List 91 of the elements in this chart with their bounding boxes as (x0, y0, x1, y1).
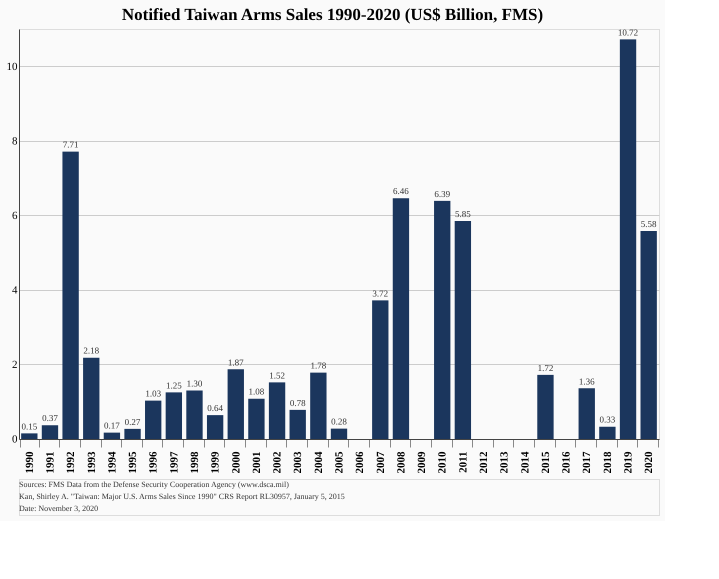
x-tick-label: 2020 (643, 451, 656, 474)
data-label: 1.25 (166, 380, 182, 390)
x-tick-label: 1990 (24, 451, 36, 474)
x-tick-label: 2001 (250, 452, 263, 474)
x-tick-label: 2017 (581, 451, 594, 474)
data-label: 1.30 (186, 378, 203, 389)
x-tick-label: 2012 (478, 451, 490, 474)
bar (434, 200, 450, 439)
data-label: 7.71 (62, 140, 78, 150)
data-label: 3.72 (372, 288, 388, 298)
data-label: 0.28 (331, 416, 348, 427)
x-tick-label: 2004 (312, 451, 325, 474)
x-tick-label: 1995 (127, 451, 140, 474)
data-label: 5.85 (454, 208, 472, 219)
bar (206, 415, 224, 439)
x-tick-label: 1991 (44, 452, 56, 474)
x-tick-label: 2010 (436, 451, 449, 474)
x-tick-label: 2019 (622, 451, 635, 474)
data-label: 5.58 (640, 219, 658, 230)
data-label: 0.33 (600, 414, 616, 425)
bar (537, 374, 554, 439)
x-tick-label: 1998 (188, 451, 201, 474)
x-tick-label: 1993 (86, 451, 98, 474)
bar (145, 400, 162, 439)
bar (228, 369, 244, 439)
bar (62, 152, 79, 439)
text: Date: November 3, 2020 (19, 504, 98, 513)
bar (640, 231, 657, 439)
data-label: 0.17 (104, 420, 120, 431)
data-label: 1.87 (228, 357, 244, 368)
x-tick-label: 1994 (106, 451, 118, 474)
bar (620, 39, 636, 439)
data-label: 0.37 (42, 413, 58, 424)
bar (21, 433, 38, 439)
bar (290, 410, 306, 439)
y-tick-label: 8 (12, 135, 18, 148)
x-tick-label: 2009 (416, 451, 428, 474)
bar (248, 398, 265, 439)
bar (186, 390, 203, 439)
data-label: 6.39 (434, 188, 451, 199)
bar (42, 425, 58, 439)
data-label: 1.72 (538, 362, 554, 373)
source-note: Sources: FMS Data from the Defense Security Cooperation Agency (www.dsca.mil) (19, 480, 290, 489)
bar (124, 428, 141, 439)
data-label: 2.18 (83, 346, 100, 356)
x-tick-label: 1997 (168, 451, 180, 474)
x-tick-label: 2008 (395, 451, 408, 474)
bar (83, 358, 100, 439)
bar (578, 388, 595, 439)
data-label: 6.46 (393, 186, 410, 196)
y-tick-label: 10 (6, 60, 18, 73)
x-tick-label: 1999 (210, 451, 222, 474)
data-label: 1.36 (578, 376, 596, 386)
bar (330, 428, 348, 439)
y-tick-label: 2 (12, 358, 18, 371)
x-tick-label: 2003 (292, 451, 304, 474)
x-tick-label: 2000 (230, 451, 242, 474)
bar (166, 392, 182, 439)
x-tick-label: 2005 (334, 451, 346, 474)
data-label: 1.03 (145, 388, 162, 399)
data-label: 0.15 (21, 421, 38, 432)
bar (454, 220, 472, 439)
data-label: 1.52 (269, 370, 285, 380)
text: Kan, Shirley A. "Taiwan: Major U.S. Arms Sales Since 1990" CRS Report RL30957, January 5, 2015 (19, 492, 345, 501)
x-tick-label: 2016 (560, 451, 573, 474)
bar (599, 426, 616, 439)
x-tick-label: 2006 (354, 451, 366, 474)
x-tick-label: 2013 (498, 451, 511, 474)
bar (372, 300, 388, 439)
chart-title: Notified Taiwan Arms Sales 1990-2020 (US$ Billion, FMS) (122, 4, 544, 24)
x-tick-label: 2011 (457, 452, 470, 473)
x-tick-label: 2007 (374, 451, 387, 474)
x-tick-label: 2018 (602, 451, 614, 474)
y-tick-label: 6 (12, 210, 18, 222)
data-label: 1.08 (248, 386, 265, 397)
data-label: 0.27 (124, 416, 141, 427)
data-label: 0.64 (207, 403, 224, 414)
x-tick-label: 1996 (148, 451, 160, 474)
x-tick-label: 2015 (540, 451, 552, 474)
data-label: 0.78 (290, 398, 306, 408)
y-tick-label: 4 (12, 284, 18, 296)
bar (104, 432, 120, 439)
y-tick-label: 0 (12, 434, 18, 446)
bar (392, 198, 410, 439)
x-tick-label: 2014 (519, 451, 532, 474)
bar (268, 382, 286, 439)
x-tick-label: 1992 (65, 451, 78, 474)
data-label: 10.72 (618, 27, 638, 38)
bar (310, 372, 327, 439)
data-label: 1.78 (310, 360, 327, 371)
x-tick-label: 2002 (272, 451, 284, 474)
